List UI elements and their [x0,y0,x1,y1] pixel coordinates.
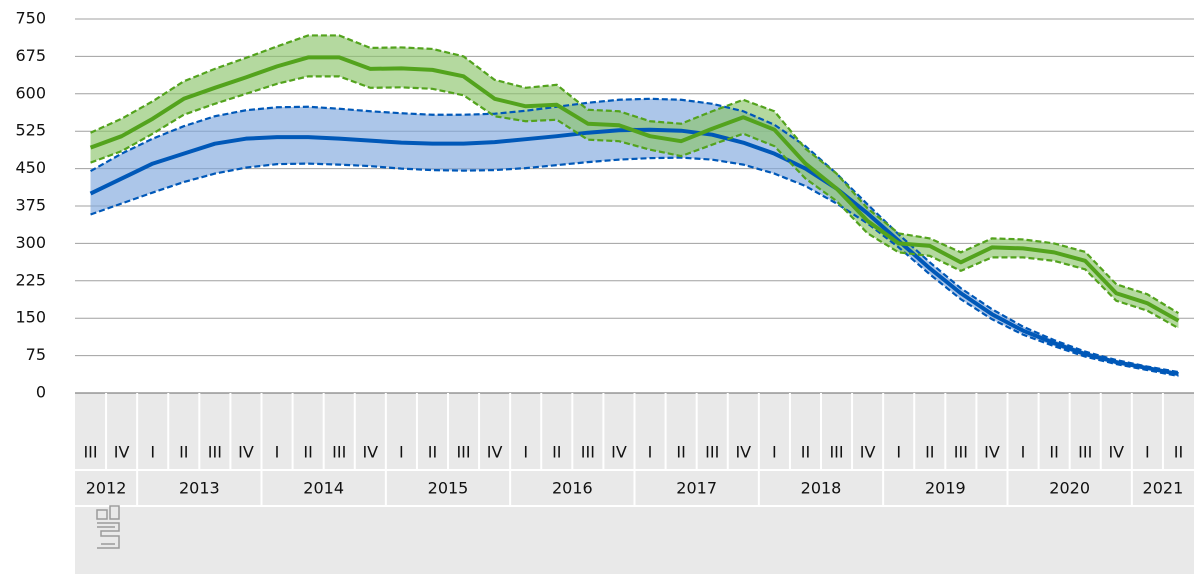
band-lower [90,156,1179,378]
x-tick-label: IV [984,443,1000,462]
x-tick-label: I [648,443,653,462]
x-tick-label: I [523,443,528,462]
y-tick-label: 750 [15,9,46,28]
year-label: 2014 [303,479,344,498]
x-tick-label: II [179,443,188,462]
x-tick-label: III [83,443,97,462]
x-tick-label: II [552,443,561,462]
x-tick-label: IV [487,443,503,462]
band-lower [90,75,1179,330]
x-tick-label: IV [238,443,254,462]
x-tick-label: II [1049,443,1058,462]
x-tick-label: I [1021,443,1026,462]
x-tick-label: IV [860,443,876,462]
x-tick-label: I [399,443,404,462]
year-label: 2021 [1143,479,1184,498]
x-tick-label: III [829,443,843,462]
x-tick-label: IV [1108,443,1124,462]
y-tick-label: 600 [15,83,46,102]
year-label: 2019 [925,479,966,498]
x-tick-label: IV [611,443,627,462]
y-tick-label: 300 [15,233,46,252]
year-label: 2013 [179,479,220,498]
x-tick-label: I [1145,443,1150,462]
year-label: 2020 [1049,479,1090,498]
x-tick-label: III [1078,443,1092,462]
year-label: 2017 [676,479,717,498]
y-tick-label: 675 [15,46,46,65]
y-tick-label: 150 [15,308,46,327]
x-tick-label: IV [735,443,751,462]
band-upper [90,34,1180,315]
year-label: 2018 [801,479,842,498]
y-tick-label: 525 [15,121,46,140]
x-tick-label: I [896,443,901,462]
line [89,55,1180,323]
x-tick-label: III [705,443,719,462]
x-tick-label: II [1174,443,1183,462]
year-label: 2012 [86,479,127,498]
x-tick-label: II [801,443,810,462]
x-tick-label: III [581,443,595,462]
x-tick-label: III [456,443,470,462]
x-tick-label: IV [362,443,378,462]
x-tick-label: II [303,443,312,462]
y-tick-label: 0 [36,383,46,402]
x-tick-label: I [275,443,280,462]
x-tick-label: III [332,443,346,462]
y-tick-label: 225 [15,270,46,289]
x-tick-label: II [925,443,934,462]
x-tick-label: II [428,443,437,462]
year-label: 2016 [552,479,593,498]
x-tick-label: III [954,443,968,462]
year-label: 2015 [428,479,469,498]
x-tick-label: II [676,443,685,462]
x-tick-label: III [208,443,222,462]
x-tick-label: I [772,443,777,462]
x-tick-label: IV [114,443,130,462]
logo [96,505,120,549]
band-upper [90,97,1179,374]
y-tick-label: 450 [15,158,46,177]
y-tick-label: 375 [15,196,46,215]
confidence-band [90,35,1179,329]
x-tick-label: I [150,443,155,462]
y-tick-label: 75 [26,345,46,364]
